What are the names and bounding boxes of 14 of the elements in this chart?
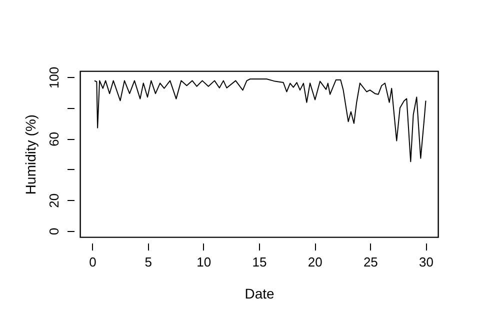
x-tick-label: 0 [89,254,96,270]
x-tick-label: 20 [308,254,322,270]
y-tick-label: 100 [46,66,62,88]
y-tick-label: 20 [46,193,62,208]
x-tick-label: 10 [196,254,212,270]
y-tick-label: 60 [46,132,62,146]
y-axis-title: Humidity (%) [22,114,38,195]
x-tick-label: 5 [144,254,152,270]
x-tick-label: 15 [252,254,267,270]
x-axis-title: Date [244,286,274,302]
y-tick-label: 0 [46,228,62,235]
x-tick-label: 30 [419,254,434,270]
line-series [94,78,426,162]
x-tick-label: 25 [363,254,378,270]
